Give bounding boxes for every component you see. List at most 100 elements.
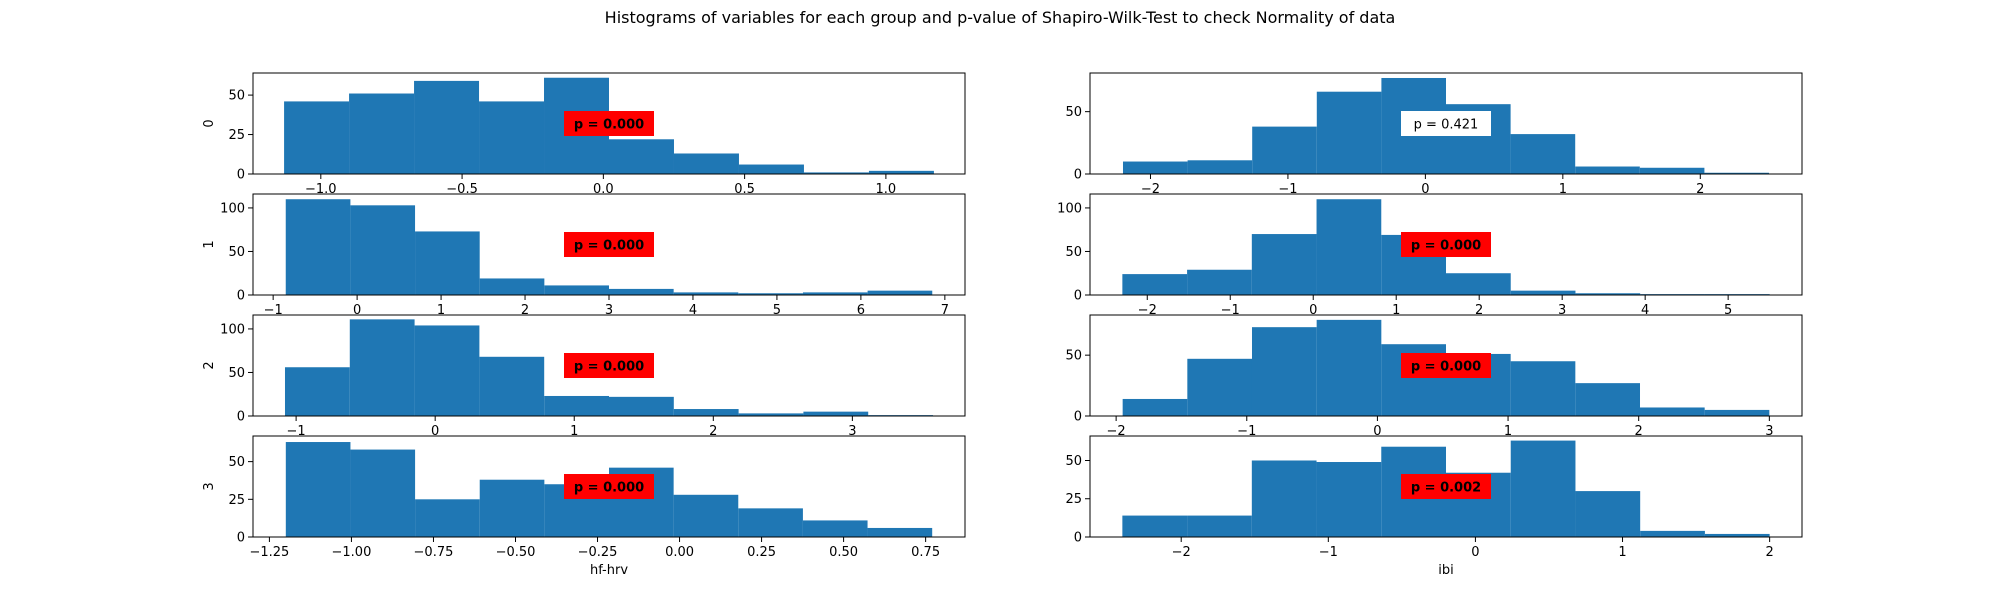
x-tick-label: 0.0 (593, 182, 614, 197)
histogram-bar (1122, 161, 1188, 174)
x-tick-label: 0.75 (911, 545, 940, 560)
y-tick-label: 100 (220, 322, 245, 337)
histogram-bar (1510, 134, 1576, 174)
pvalue-box (564, 474, 654, 499)
x-tick-label: 1.0 (876, 182, 897, 197)
x-tick-label: −1.0 (305, 182, 337, 197)
histogram-bar (1510, 440, 1576, 537)
subplot-hf-hrv-group-2: −1 0 1 2 3 0 50 100 2 p = 0.000 (202, 314, 966, 439)
histogram-bar (414, 325, 480, 416)
x-tick-label: 2 (521, 303, 529, 318)
x-axis-label: ibi (1438, 563, 1453, 578)
histogram-bar (1316, 319, 1382, 416)
y-tick-label: 50 (1065, 349, 1082, 364)
histogram-bar (544, 395, 609, 416)
histogram-bar (1122, 515, 1188, 537)
pvalue-label: p = 0.000 (574, 239, 644, 254)
pvalue-label: p = 0.002 (1411, 481, 1481, 496)
x-tick-label: 7 (941, 303, 949, 318)
x-tick-label: 1 (437, 303, 445, 318)
histogram-bar (414, 80, 480, 174)
pvalue-box (1401, 353, 1491, 378)
pvalue-box (1401, 232, 1491, 257)
histogram-bar (285, 199, 351, 295)
x-tick-label: 2 (1765, 545, 1773, 560)
x-tick-label: −2 (1138, 303, 1157, 318)
pvalue-box (564, 353, 654, 378)
x-tick-label: −0.75 (414, 545, 454, 560)
histogram-bar (738, 164, 804, 174)
histogram-bar (284, 367, 350, 416)
histogram-bar (1639, 167, 1705, 174)
x-tick-label: 4 (1641, 303, 1649, 318)
y-tick-label: 50 (1065, 454, 1082, 469)
histogram-bar (1704, 533, 1770, 537)
pvalue-box (1401, 111, 1491, 136)
subplot-ibi-group-0: −2 −1 0 1 2 0 50 p = 0.421 (1065, 72, 1803, 197)
y-tick-label: 25 (228, 128, 245, 143)
histogram-bar (673, 409, 739, 416)
histogram-bar (867, 527, 933, 537)
y-tick-label: 0 (237, 289, 245, 304)
histogram-bar (1640, 407, 1705, 416)
histogram-bar (1251, 234, 1317, 295)
histogram-bar (1575, 491, 1641, 537)
histogram-bar (673, 494, 739, 537)
x-tick-label: 0.25 (747, 545, 776, 560)
y-tick-label: 50 (228, 89, 245, 104)
histogram-bar (415, 499, 480, 537)
y-tick-label: 25 (1065, 492, 1082, 507)
histogram-bar (349, 319, 415, 416)
histogram-bar (1122, 274, 1188, 295)
histogram-bar (1316, 199, 1382, 295)
x-axis-label: hf-hrv (590, 563, 628, 578)
pvalue-label: p = 0.000 (1411, 360, 1481, 375)
histogram-bar (1575, 293, 1641, 295)
subplot-hf-hrv-group-3: −1.25 −1.00 −0.75 −0.50 −0.25 0.00 0.25 0.50 0.7… (202, 435, 966, 578)
x-tick-label: 2 (1475, 303, 1483, 318)
x-tick-label: −1 (1221, 303, 1240, 318)
x-tick-label: 6 (857, 303, 865, 318)
axes-frame (252, 72, 966, 175)
histogram-bar (803, 411, 869, 416)
histogram-bar (738, 413, 804, 416)
histogram-bar (1187, 515, 1252, 537)
x-tick-label: −1 (264, 303, 283, 318)
histogram-bar (284, 101, 350, 174)
x-tick-label: 1 (1618, 545, 1626, 560)
histogram-bar (415, 231, 480, 295)
histogram-bar (1316, 91, 1382, 174)
x-tick-label: −1 (1278, 182, 1297, 197)
figure-title: Histograms of variables for each group a… (605, 8, 1396, 27)
x-tick-label: 0 (1421, 182, 1429, 197)
x-tick-label: −2 (1172, 545, 1191, 560)
pvalue-label: p = 0.000 (574, 481, 644, 496)
x-tick-label: 3 (1765, 424, 1773, 439)
x-tick-label: 1 (1559, 182, 1567, 197)
y-tick-label: 0 (1074, 289, 1082, 304)
histogram-bar (738, 293, 803, 295)
histogram-bar (285, 442, 351, 537)
x-tick-label: 3 (848, 424, 856, 439)
subplot-hf-hrv-group-1: −1 0 1 2 3 4 5 6 7 0 50 100 1 p = 0.000 (202, 193, 966, 318)
x-tick-label: −1.25 (249, 545, 289, 560)
histogram-bar (803, 172, 869, 174)
x-tick-label: 0 (1373, 424, 1381, 439)
histogram-bar (1251, 327, 1317, 416)
x-tick-label: 0 (1309, 303, 1317, 318)
histogram-bar (1252, 126, 1317, 174)
pvalue-label: p = 0.421 (1414, 118, 1479, 133)
histogram-bar (1316, 462, 1382, 537)
x-tick-label: 1 (570, 424, 578, 439)
y-tick-label: 0 (237, 168, 245, 183)
histogram-bar (673, 153, 739, 174)
histogram-bar (479, 356, 545, 416)
y-axis-label: 0 (202, 119, 217, 127)
y-tick-label: 0 (1074, 168, 1082, 183)
pvalue-label: p = 0.000 (574, 118, 644, 133)
x-tick-label: −2 (1107, 424, 1126, 439)
histogram-bar (349, 93, 415, 174)
pvalue-label: p = 0.000 (574, 360, 644, 375)
